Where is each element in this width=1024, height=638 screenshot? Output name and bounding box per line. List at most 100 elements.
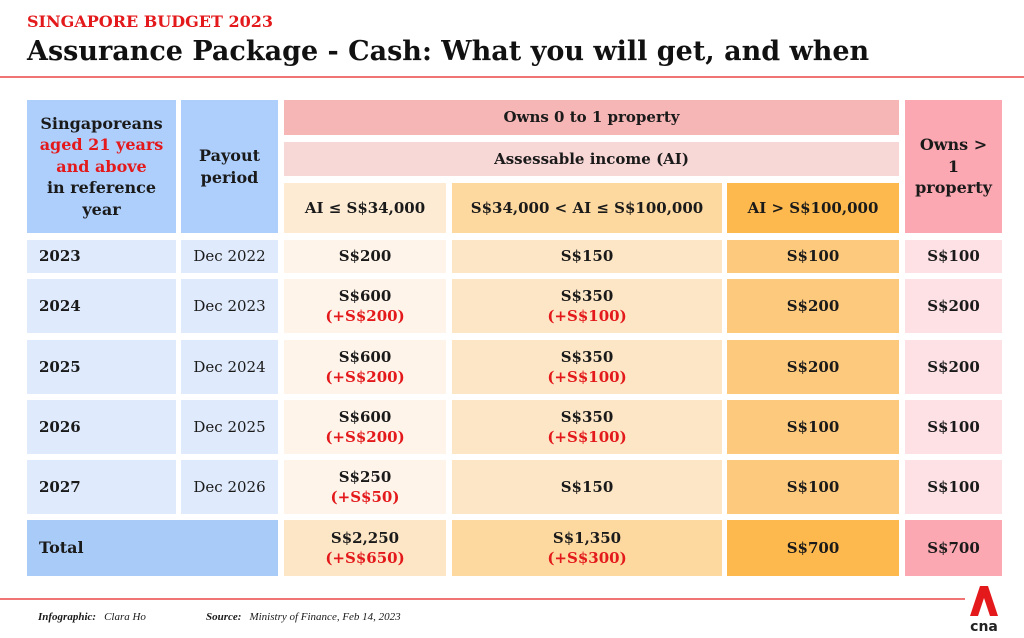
col-header-age-part2: aged 21 years and above	[39, 135, 164, 176]
amount: 2023	[39, 247, 81, 266]
row-payout-period: Dec 2024	[181, 340, 278, 394]
cell-multi-property: S$100	[905, 240, 1002, 273]
amount: S$100	[786, 247, 840, 266]
increase-note: (+S$200)	[325, 307, 405, 325]
row-year: 2023	[27, 240, 176, 273]
cell-ai-mid: S$350 (+S$100)	[452, 279, 722, 333]
subgroup-header-income: Assessable income (AI)	[284, 142, 899, 176]
amount: S$600	[338, 407, 392, 426]
amount: S$2,250	[330, 528, 400, 547]
amount: S$600	[338, 347, 392, 366]
credit-infographic: Infographic: Clara Ho	[38, 611, 146, 623]
amount: S$150	[560, 477, 614, 496]
amount: Dec 2025	[193, 417, 266, 436]
increase-note: (+S$50)	[330, 488, 400, 506]
amount: S$200	[338, 247, 392, 266]
amount: S$700	[927, 538, 980, 557]
cell-ai-high: S$100	[727, 460, 899, 514]
amount: 2027	[39, 477, 81, 496]
amount: S$1,350	[552, 528, 622, 547]
increase-note: (+S$650)	[325, 549, 405, 567]
footer-divider	[0, 598, 965, 600]
amount: S$350	[560, 347, 614, 366]
amount: S$600	[338, 286, 392, 305]
cell-ai-high: S$100	[727, 240, 899, 273]
row-payout-period: Dec 2023	[181, 279, 278, 333]
infographic-label: Infographic:	[38, 611, 97, 623]
total-ai-high: S$700	[727, 520, 899, 576]
cna-logo-mark	[970, 586, 998, 616]
col-header-multi-property: Owns > 1 property	[905, 100, 1002, 233]
page-title: Assurance Package - Cash: What you will …	[27, 36, 870, 67]
col-header-ai-high: AI > S$100,000	[727, 183, 899, 233]
infographic-value: Clara Ho	[104, 611, 146, 623]
amount: S$350	[560, 407, 614, 426]
cell-ai-mid: S$350 (+S$100)	[452, 340, 722, 394]
total-label: Total	[27, 520, 278, 576]
cell-multi-property: S$100	[905, 400, 1002, 454]
amount: S$150	[560, 247, 614, 266]
row-payout-period: Dec 2026	[181, 460, 278, 514]
cell-ai-high: S$200	[727, 340, 899, 394]
row-year: 2025	[27, 340, 176, 394]
kicker: SINGAPORE BUDGET 2023	[27, 12, 273, 31]
source-label: Source:	[206, 611, 242, 623]
total-multi-property: S$700	[905, 520, 1002, 576]
amount: S$200	[786, 296, 840, 315]
increase-note: (+S$100)	[547, 307, 627, 325]
row-year: 2026	[27, 400, 176, 454]
col-header-ai-low: AI ≤ S$34,000	[284, 183, 446, 233]
amount: Dec 2023	[193, 296, 266, 315]
cell-multi-property: S$100	[905, 460, 1002, 514]
cell-ai-low: S$600 (+S$200)	[284, 400, 446, 454]
cna-logo: cna	[966, 586, 1002, 635]
group-header-ownership: Owns 0 to 1 property	[284, 100, 899, 135]
amount: S$350	[560, 286, 614, 305]
row-year: 2024	[27, 279, 176, 333]
increase-note: (+S$300)	[547, 549, 627, 567]
amount: S$200	[927, 357, 980, 376]
cell-ai-high: S$200	[727, 279, 899, 333]
row-payout-period: Dec 2022	[181, 240, 278, 273]
title-divider	[0, 76, 1024, 78]
cell-ai-low: S$250 (+S$50)	[284, 460, 446, 514]
increase-note: (+S$200)	[325, 368, 405, 386]
cell-multi-property: S$200	[905, 340, 1002, 394]
amount: Dec 2022	[193, 247, 266, 266]
total-ai-low: S$2,250 (+S$650)	[284, 520, 446, 576]
amount: 2025	[39, 357, 81, 376]
amount: S$100	[927, 417, 980, 436]
cell-ai-low: S$600 (+S$200)	[284, 279, 446, 333]
amount: S$100	[786, 417, 840, 436]
amount: 2026	[39, 417, 81, 436]
total-ai-mid: S$1,350 (+S$300)	[452, 520, 722, 576]
row-payout-period: Dec 2025	[181, 400, 278, 454]
credit-source: Source: Ministry of Finance, Feb 14, 2023	[206, 611, 401, 623]
amount: S$200	[786, 357, 840, 376]
cell-ai-mid: S$350 (+S$100)	[452, 400, 722, 454]
cell-ai-low: S$200	[284, 240, 446, 273]
increase-note: (+S$100)	[547, 368, 627, 386]
cell-ai-high: S$100	[727, 400, 899, 454]
amount: S$250	[338, 467, 392, 486]
col-header-age-part3: in reference year	[46, 178, 157, 219]
cell-ai-mid: S$150	[452, 460, 722, 514]
row-year: 2027	[27, 460, 176, 514]
cell-multi-property: S$200	[905, 279, 1002, 333]
col-header-ai-mid: S$34,000 < AI ≤ S$100,000	[452, 183, 722, 233]
cna-logo-text: cna	[970, 619, 998, 635]
increase-note: (+S$100)	[547, 428, 627, 446]
amount: S$700	[786, 538, 840, 557]
amount: S$200	[927, 296, 980, 315]
col-header-period: Payout period	[181, 100, 278, 233]
cell-ai-mid: S$150	[452, 240, 722, 273]
amount: S$100	[927, 247, 980, 266]
col-header-age: Singaporeans aged 21 years and above in …	[27, 100, 176, 233]
amount: S$100	[786, 477, 840, 496]
increase-note: (+S$200)	[325, 428, 405, 446]
source-value: Ministry of Finance, Feb 14, 2023	[249, 611, 401, 623]
amount: Dec 2026	[193, 477, 266, 496]
cell-ai-low: S$600 (+S$200)	[284, 340, 446, 394]
amount: Dec 2024	[193, 357, 266, 376]
amount: 2024	[39, 296, 81, 315]
